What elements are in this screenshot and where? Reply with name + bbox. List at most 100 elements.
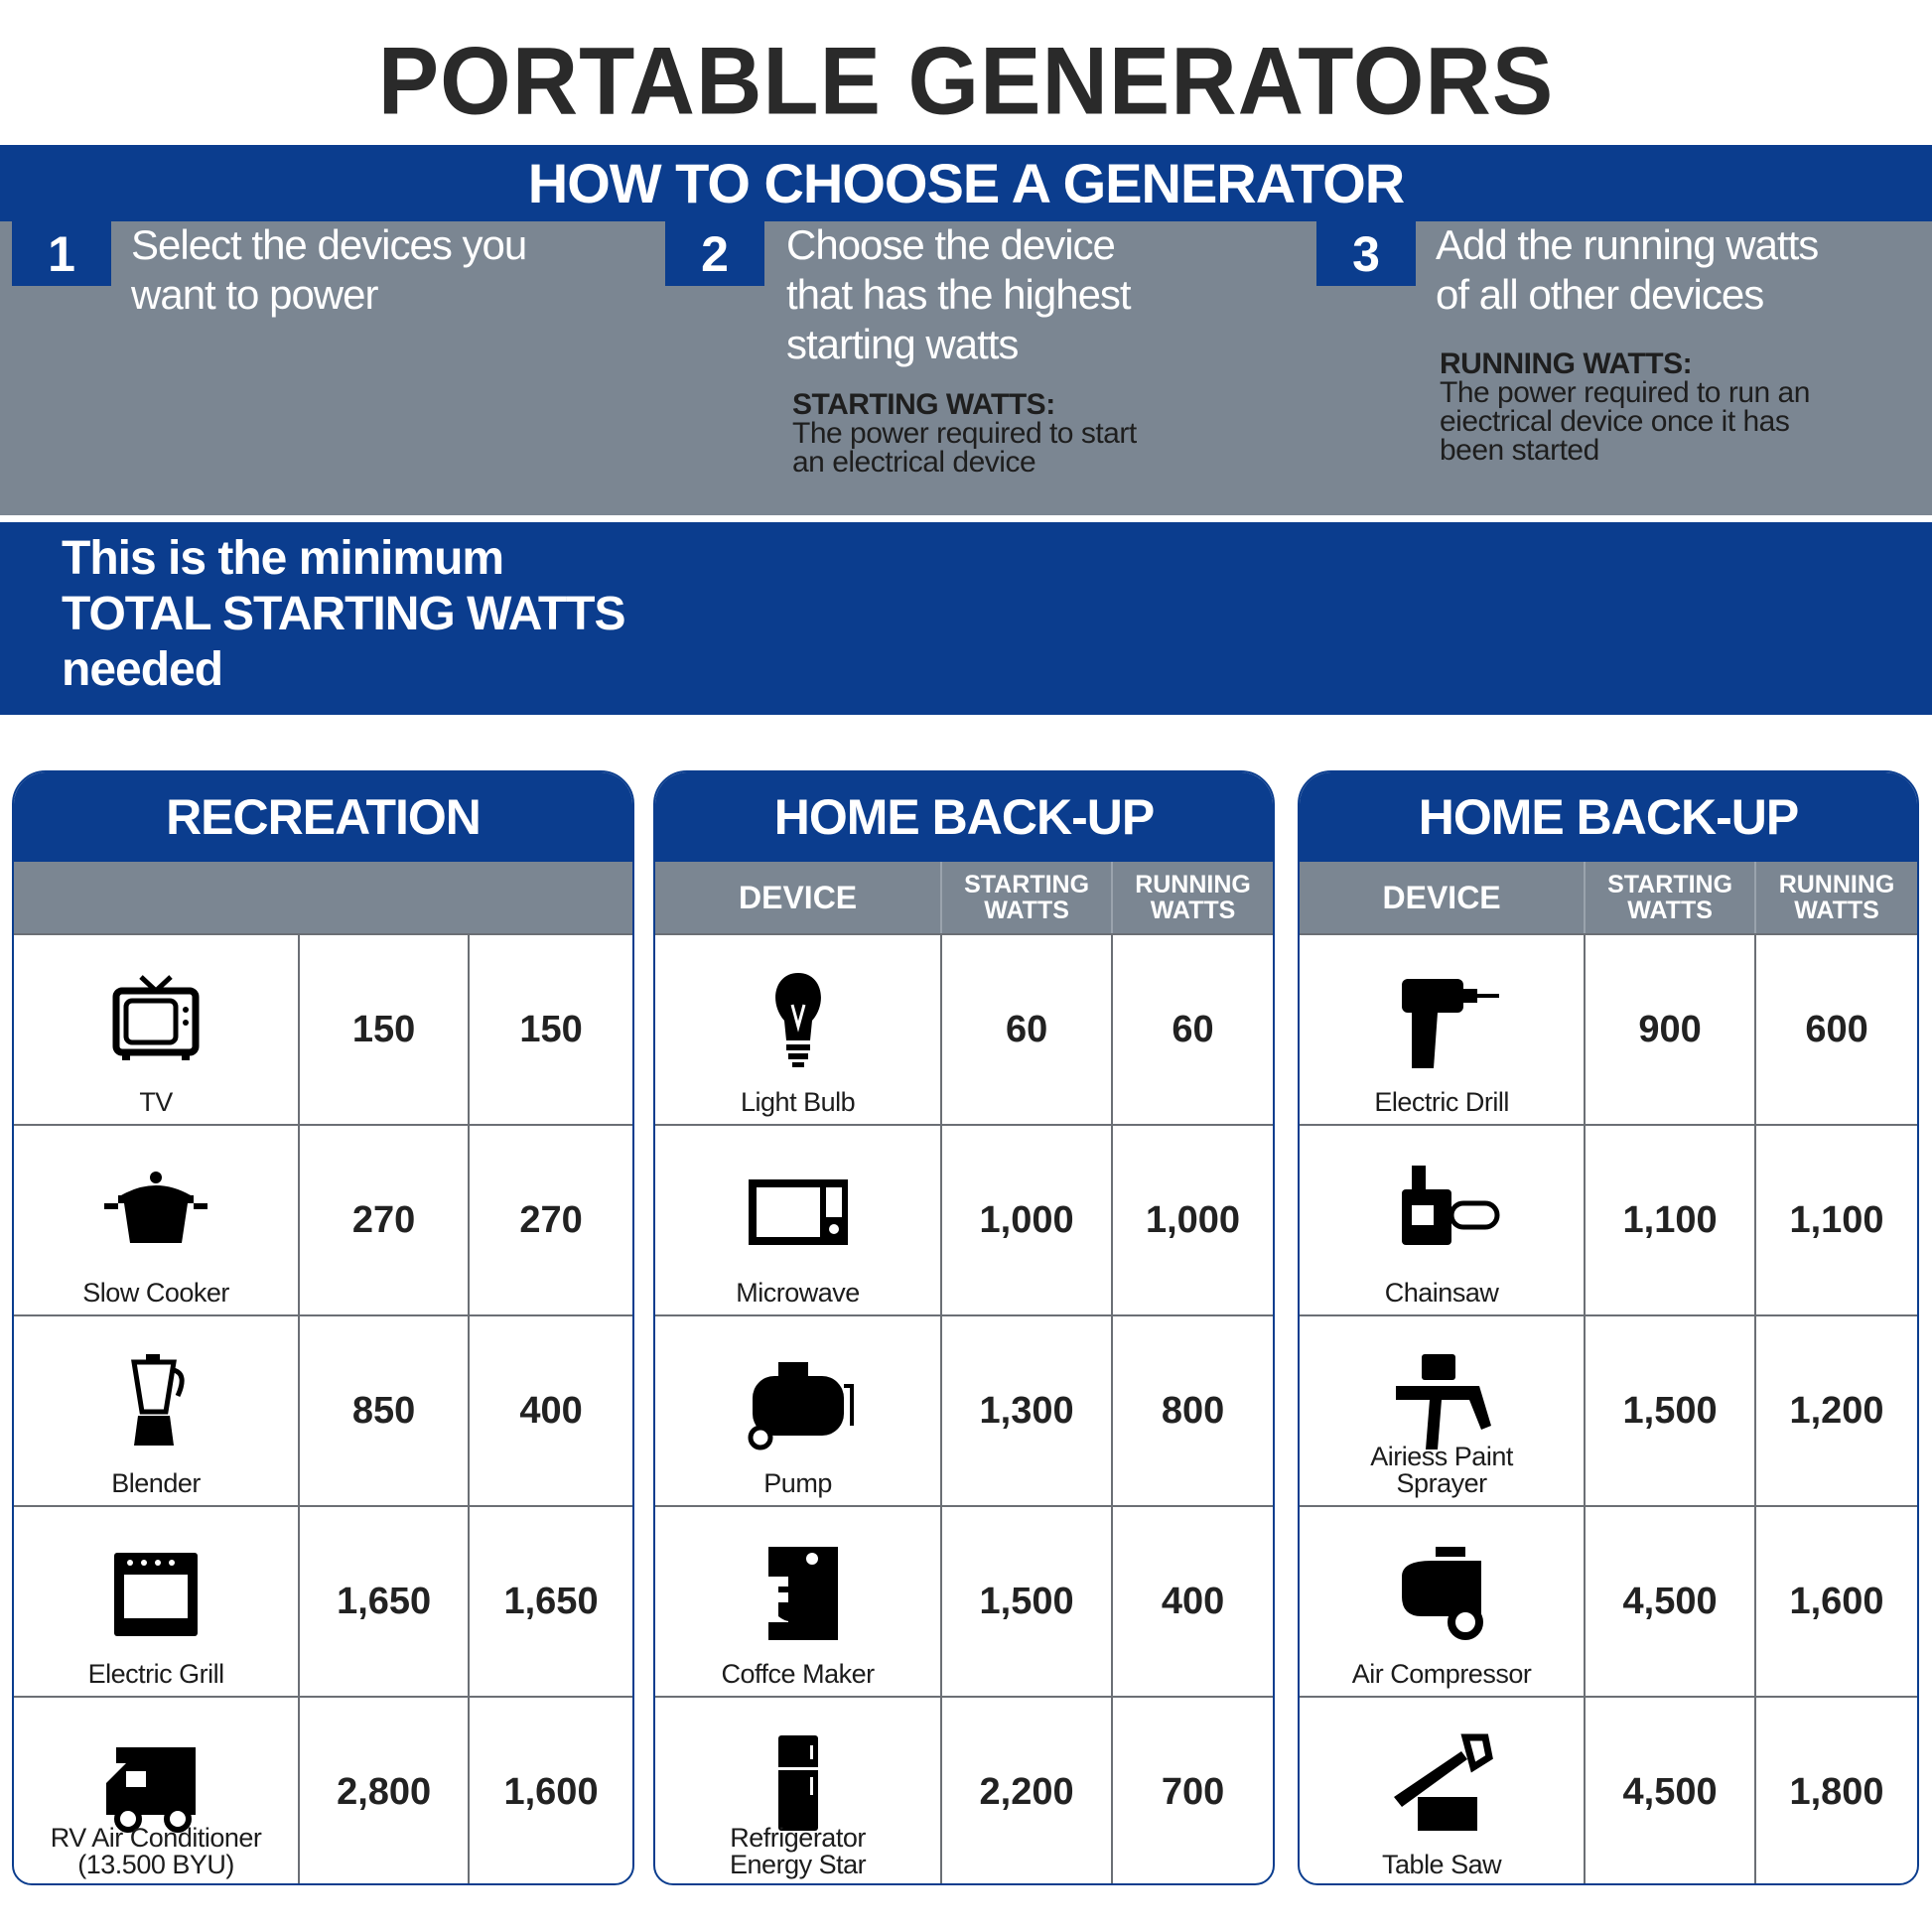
device-table: HOME BACK-UP DEVICE STARTING WATTS RUNNING …: [653, 770, 1275, 1885]
drill-icon: [1402, 979, 1500, 1068]
definition-line: been started: [1440, 434, 1599, 467]
running-watts-cell: 1,600: [1756, 1507, 1917, 1696]
definition-line: an electrical device: [792, 446, 1036, 479]
table-header-row: DEVICE STARTING WATTS RUNNING WATTS: [1300, 862, 1917, 933]
running-watts-cell: 270: [470, 1126, 632, 1314]
device-label: Blender: [111, 1468, 201, 1498]
steps-panel: [0, 221, 1932, 515]
table-row: Refrigerator Energy Star 2,200 700: [655, 1696, 1273, 1883]
table-row: Airiess Paint Sprayer 1,500 1,200: [1300, 1314, 1917, 1505]
step-1-line: Select the devices you: [131, 221, 527, 268]
starting-watts-value: 4,500: [1622, 1580, 1718, 1622]
step-2-text: Choose the device that has the highest s…: [786, 220, 1132, 369]
device-label: Refrigerator Energy Star: [730, 1823, 867, 1879]
starting-watts-value: 1,300: [979, 1389, 1074, 1432]
minimum-line: TOTAL STARTING WATTS: [62, 588, 626, 640]
starting-watts-value: 150: [351, 1008, 416, 1050]
column-header-device: [14, 862, 300, 933]
light-bulb-icon: [774, 973, 821, 1067]
step-2-line: Choose the device: [786, 221, 1116, 268]
device-cell: Airiess Paint Sprayer: [1300, 1316, 1587, 1505]
starting-watts-value: 850: [351, 1389, 416, 1432]
running-watts-cell: 400: [1113, 1507, 1273, 1696]
device-label: Microwave: [736, 1278, 860, 1308]
starting-watts-value: 4,500: [1622, 1770, 1718, 1813]
table-row: Electric Grill 1,650 1,650: [14, 1505, 632, 1696]
running-watts-value: 1,600: [1789, 1580, 1884, 1622]
starting-watts-cell: 1,000: [942, 1126, 1114, 1314]
pump-icon: [748, 1362, 854, 1450]
device-label: Light Bulb: [741, 1087, 856, 1117]
device-label: Pump: [763, 1468, 832, 1498]
table-row: Pump 1,300 800: [655, 1314, 1273, 1505]
table-row: Air Compressor 4,500 1,600: [1300, 1505, 1917, 1696]
table-row: Blender 850 400: [14, 1314, 632, 1505]
running-watts-value: 1,200: [1789, 1389, 1884, 1432]
starting-watts-cell: 2,200: [942, 1698, 1114, 1883]
table-row: Table Saw 4,500 1,800: [1300, 1696, 1917, 1883]
definition-line: eiectrical device once it has: [1440, 405, 1790, 438]
step-3-number: 3: [1316, 221, 1416, 286]
running-watts-value: 600: [1805, 1008, 1868, 1050]
table-row: TV 150 150: [14, 933, 632, 1124]
running-watts-value: 700: [1161, 1770, 1225, 1813]
running-watts-value: 1,650: [503, 1580, 599, 1622]
starting-watts-cell: 1,500: [1586, 1316, 1757, 1505]
table-row: RV Air Conditioner (13.500 BYU) 2,800 1,60…: [14, 1696, 632, 1883]
microwave-icon: [748, 1179, 848, 1245]
table-saw-icon: [1394, 1733, 1493, 1831]
device-label: TV: [139, 1087, 173, 1117]
running-watts-value: 150: [519, 1008, 583, 1050]
device-cell: Air Compressor: [1300, 1507, 1587, 1696]
starting-watts-value: 1,650: [337, 1580, 432, 1622]
starting-watts-cell: 850: [300, 1316, 471, 1505]
column-header-running: [470, 862, 632, 933]
definition-line: The power required to start: [792, 417, 1137, 450]
table-row: Coffce Maker 1,500 400: [655, 1505, 1273, 1696]
tv-icon: [112, 975, 200, 1060]
device-table: RECREATION TV 150 150 Slow Cooker 270 270 Blend…: [12, 770, 634, 1885]
running-watts-cell: 700: [1113, 1698, 1273, 1883]
running-watts-value: 1,600: [503, 1770, 599, 1813]
table-row: Light Bulb 60 60: [655, 933, 1273, 1124]
starting-watts-value: 1,500: [1622, 1389, 1718, 1432]
table-title: HOME BACK-UP: [1300, 772, 1917, 862]
starting-watts-cell: 150: [300, 935, 471, 1124]
device-label: Electric Grill: [87, 1659, 225, 1689]
device-cell: Slow Cooker: [14, 1126, 301, 1314]
column-header-starting: [300, 862, 470, 933]
coffee-maker-icon: [767, 1547, 838, 1640]
step-3-text: Add the running watts of all other devic…: [1436, 220, 1819, 320]
step-1-line: want to power: [131, 271, 378, 318]
starting-watts-value: 270: [351, 1198, 416, 1241]
device-cell: RV Air Conditioner (13.500 BYU): [14, 1698, 301, 1883]
device-label: Coffce Maker: [721, 1659, 876, 1689]
starting-watts-value: 60: [1005, 1008, 1048, 1050]
electric-grill-icon: [114, 1553, 199, 1636]
minimum-line: This is the minimum: [62, 532, 504, 585]
running-watts-cell: 1,650: [470, 1507, 632, 1696]
minimum-line: needed: [62, 643, 223, 696]
table-row: Microwave 1,000 1,000: [655, 1124, 1273, 1314]
column-header-running: RUNNING WATTS: [1135, 871, 1251, 924]
step-2-line: starting watts: [786, 321, 1019, 367]
running-watts-value: 400: [1161, 1580, 1225, 1622]
minimum-band: [0, 522, 1932, 715]
device-label: Table Saw: [1382, 1850, 1502, 1879]
running-watts-cell: 400: [470, 1316, 632, 1505]
table-row: Electric Drill 900 600: [1300, 933, 1917, 1124]
device-cell: Coffce Maker: [655, 1507, 943, 1696]
starting-watts-cell: 1,650: [300, 1507, 471, 1696]
device-cell: Electric Grill: [14, 1507, 301, 1696]
starting-watts-value: 900: [1638, 1008, 1702, 1050]
definition-line: The power required to run an: [1440, 376, 1810, 409]
page-title: PORTABLE GENERATORS: [377, 28, 1555, 135]
table-row: Chainsaw 1,100 1,100: [1300, 1124, 1917, 1314]
device-label: Chainsaw: [1384, 1278, 1499, 1308]
running-watts-cell: 1,200: [1756, 1316, 1917, 1505]
starting-watts-cell: 1,100: [1586, 1126, 1757, 1314]
blender-icon: [131, 1354, 185, 1446]
definition-term: RUNNING WATTS:: [1440, 347, 1693, 380]
air-compressor-icon: [1402, 1547, 1484, 1640]
device-cell: Microwave: [655, 1126, 943, 1314]
